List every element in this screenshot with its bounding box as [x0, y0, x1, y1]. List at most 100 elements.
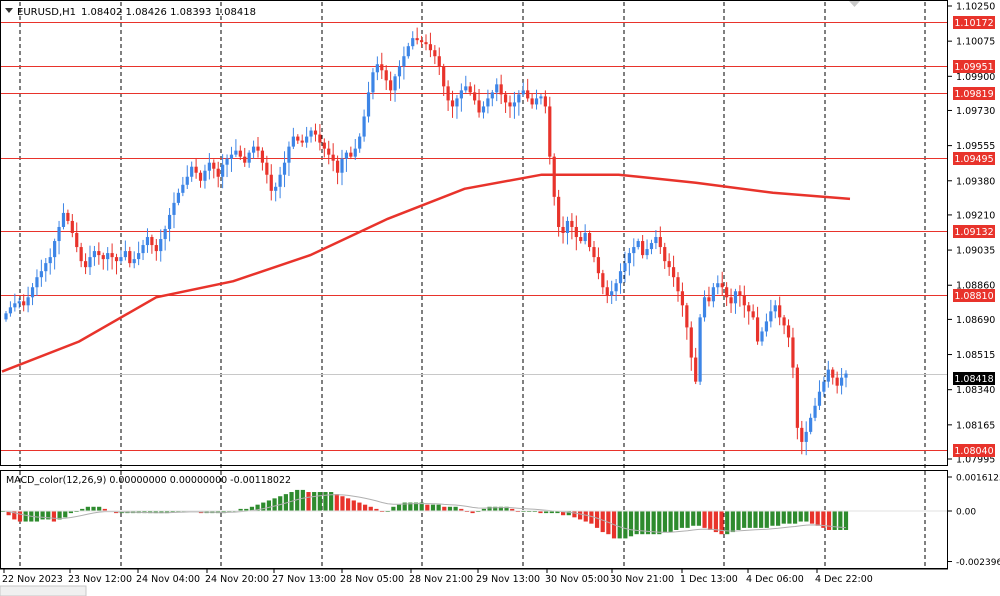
macd-bar: [374, 508, 379, 511]
candle-body: [733, 291, 738, 304]
macd-axis-label: -0.002396: [956, 558, 1000, 568]
macd-bar: [261, 502, 266, 511]
macd-bar: [832, 511, 837, 530]
candle-body: [654, 237, 658, 244]
macd-bar: [453, 506, 458, 511]
time-axis-label: 22 Nov 2023: [2, 574, 63, 585]
candle-body: [309, 130, 313, 137]
macd-bar: [702, 511, 707, 528]
price-axis: 1.10250 1.10075 1.09900 1.09730 1.09555 1.093…: [948, 2, 995, 466]
macd-bar: [80, 508, 85, 511]
candle-body: [778, 305, 782, 318]
macd-bar: [91, 506, 96, 511]
candle-body: [592, 247, 596, 258]
candle-body: [433, 50, 437, 57]
candle-body: [181, 184, 185, 193]
candle-body: [751, 311, 755, 318]
candle-body: [689, 327, 693, 358]
candle-body: [198, 172, 203, 181]
candle-body: [508, 102, 512, 107]
time-axis-label: 30 Nov 05:00: [545, 574, 609, 585]
candle-body: [760, 331, 764, 342]
macd-bar: [23, 511, 28, 522]
candle-body: [110, 253, 114, 258]
candle-body: [587, 233, 592, 248]
macd-bar: [430, 504, 436, 511]
candle-body: [552, 156, 556, 197]
macd-bar: [436, 504, 441, 511]
candle-body: [393, 76, 397, 91]
price-tick-label: 1.10250: [956, 2, 995, 13]
candle-body: [269, 174, 273, 191]
moving-average-line: [1, 173, 851, 373]
candle-body: [335, 160, 340, 173]
candle-body: [521, 90, 525, 95]
candle-body: [534, 98, 539, 105]
macd-bar: [781, 511, 786, 524]
macd-bar: [317, 492, 322, 511]
macd-bar: [447, 506, 453, 511]
candle-body: [106, 253, 110, 260]
candle-body: [371, 72, 375, 93]
candle-body: [826, 369, 830, 382]
price-level-label: 1.09495: [954, 154, 993, 165]
candle-body: [468, 86, 472, 93]
macd-bar: [708, 511, 713, 530]
sheet-tab[interactable]: [0, 585, 87, 596]
candle-body: [557, 196, 561, 227]
price-level-badge: [953, 444, 995, 457]
macd-axis-label: 0.00: [956, 508, 976, 518]
candle-body: [75, 233, 79, 248]
candle-body: [729, 297, 733, 304]
candle-body: [221, 164, 225, 177]
scroll-indicator-icon[interactable]: [849, 1, 860, 7]
price-level-badge: [953, 225, 995, 238]
candle-body: [88, 257, 92, 268]
horizontal-price-lines[interactable]: [0, 22, 947, 451]
candle-body: [512, 102, 517, 107]
macd-bar: [238, 508, 243, 511]
candle-body: [366, 92, 371, 117]
candle-body: [561, 226, 565, 234]
macd-bar: [809, 511, 815, 524]
price-level-label: 1.10172: [954, 18, 993, 29]
candle-body: [260, 150, 265, 163]
candle-body: [831, 369, 835, 378]
candle-body: [265, 162, 269, 175]
dropdown-triangle-icon[interactable]: [5, 8, 13, 13]
candle-body: [596, 257, 601, 274]
candle-body: [623, 263, 627, 272]
macd-bar: [696, 511, 701, 526]
candle-body: [742, 295, 746, 306]
candle-body: [176, 192, 181, 203]
macd-bar: [272, 498, 277, 511]
macd-bar: [148, 511, 153, 514]
macd-bar: [510, 508, 515, 511]
candle-body: [225, 158, 229, 165]
macd-bar: [725, 511, 730, 535]
candle-body: [305, 136, 309, 143]
macd-histogram: [0, 489, 849, 539]
candle-body: [663, 247, 667, 262]
macd-bar: [278, 496, 283, 511]
candle-body: [618, 271, 623, 284]
symbol-label: EURUSD,H1: [17, 7, 76, 18]
candle-body: [114, 257, 119, 262]
time-axis-label: 23 Nov 12:00: [68, 574, 132, 585]
macd-bar: [340, 496, 345, 511]
candle-body: [119, 257, 123, 262]
candle-body: [632, 247, 636, 254]
candle-body: [676, 277, 680, 292]
macd-bar: [266, 500, 272, 511]
price-tick-label: 1.10075: [956, 37, 995, 48]
macd-bar: [561, 511, 566, 516]
macd-bar: [362, 504, 368, 511]
macd-bar: [555, 511, 560, 514]
candle-body: [8, 307, 13, 314]
candle-body: [137, 253, 141, 260]
macd-bar: [487, 506, 492, 511]
candle-body: [296, 136, 300, 141]
candle-body: [154, 245, 158, 252]
candle-body: [641, 241, 645, 256]
